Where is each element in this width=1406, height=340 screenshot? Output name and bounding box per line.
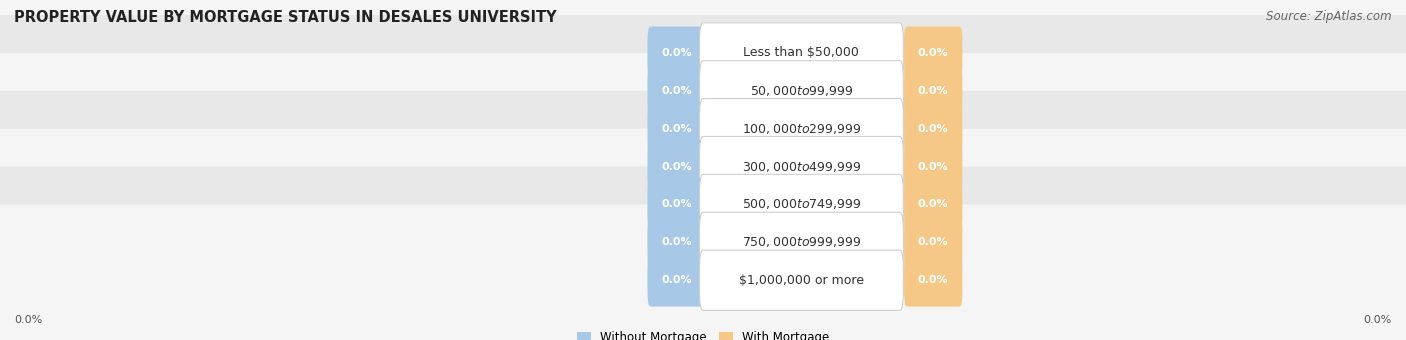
Legend: Without Mortgage, With Mortgage: Without Mortgage, With Mortgage xyxy=(572,326,834,340)
Text: 0.0%: 0.0% xyxy=(661,275,692,285)
Text: Source: ZipAtlas.com: Source: ZipAtlas.com xyxy=(1267,10,1392,23)
FancyBboxPatch shape xyxy=(647,65,706,117)
FancyBboxPatch shape xyxy=(904,216,963,269)
FancyBboxPatch shape xyxy=(904,27,963,79)
FancyBboxPatch shape xyxy=(700,23,904,83)
FancyBboxPatch shape xyxy=(0,129,1406,280)
Text: 0.0%: 0.0% xyxy=(1364,314,1392,325)
FancyBboxPatch shape xyxy=(647,254,706,307)
Text: 0.0%: 0.0% xyxy=(661,162,692,172)
Text: 0.0%: 0.0% xyxy=(918,275,949,285)
FancyBboxPatch shape xyxy=(904,254,963,307)
FancyBboxPatch shape xyxy=(647,178,706,231)
Text: 0.0%: 0.0% xyxy=(918,237,949,248)
Text: $50,000 to $99,999: $50,000 to $99,999 xyxy=(749,84,853,98)
Text: Less than $50,000: Less than $50,000 xyxy=(744,47,859,60)
FancyBboxPatch shape xyxy=(700,99,904,159)
FancyBboxPatch shape xyxy=(904,102,963,155)
FancyBboxPatch shape xyxy=(647,216,706,269)
Text: 0.0%: 0.0% xyxy=(14,314,42,325)
Text: 0.0%: 0.0% xyxy=(661,48,692,58)
Text: 0.0%: 0.0% xyxy=(918,86,949,96)
Text: 0.0%: 0.0% xyxy=(918,124,949,134)
Text: $300,000 to $499,999: $300,000 to $499,999 xyxy=(742,159,860,174)
Text: $500,000 to $749,999: $500,000 to $749,999 xyxy=(742,198,860,211)
FancyBboxPatch shape xyxy=(0,0,1406,129)
FancyBboxPatch shape xyxy=(904,140,963,193)
Text: 0.0%: 0.0% xyxy=(661,200,692,209)
FancyBboxPatch shape xyxy=(647,102,706,155)
FancyBboxPatch shape xyxy=(0,167,1406,318)
FancyBboxPatch shape xyxy=(0,53,1406,204)
FancyBboxPatch shape xyxy=(700,212,904,272)
Text: 0.0%: 0.0% xyxy=(918,48,949,58)
FancyBboxPatch shape xyxy=(700,174,904,235)
Text: 0.0%: 0.0% xyxy=(661,86,692,96)
FancyBboxPatch shape xyxy=(0,204,1406,340)
Text: $750,000 to $999,999: $750,000 to $999,999 xyxy=(742,235,860,249)
Text: 0.0%: 0.0% xyxy=(918,162,949,172)
FancyBboxPatch shape xyxy=(700,250,904,310)
FancyBboxPatch shape xyxy=(904,178,963,231)
Text: $1,000,000 or more: $1,000,000 or more xyxy=(740,274,863,287)
Text: 0.0%: 0.0% xyxy=(661,124,692,134)
Text: 0.0%: 0.0% xyxy=(918,200,949,209)
FancyBboxPatch shape xyxy=(0,91,1406,242)
Text: $100,000 to $299,999: $100,000 to $299,999 xyxy=(742,122,860,136)
FancyBboxPatch shape xyxy=(647,27,706,79)
FancyBboxPatch shape xyxy=(904,65,963,117)
FancyBboxPatch shape xyxy=(0,15,1406,167)
FancyBboxPatch shape xyxy=(700,136,904,197)
FancyBboxPatch shape xyxy=(647,140,706,193)
FancyBboxPatch shape xyxy=(700,61,904,121)
Text: 0.0%: 0.0% xyxy=(661,237,692,248)
Text: PROPERTY VALUE BY MORTGAGE STATUS IN DESALES UNIVERSITY: PROPERTY VALUE BY MORTGAGE STATUS IN DES… xyxy=(14,10,557,25)
